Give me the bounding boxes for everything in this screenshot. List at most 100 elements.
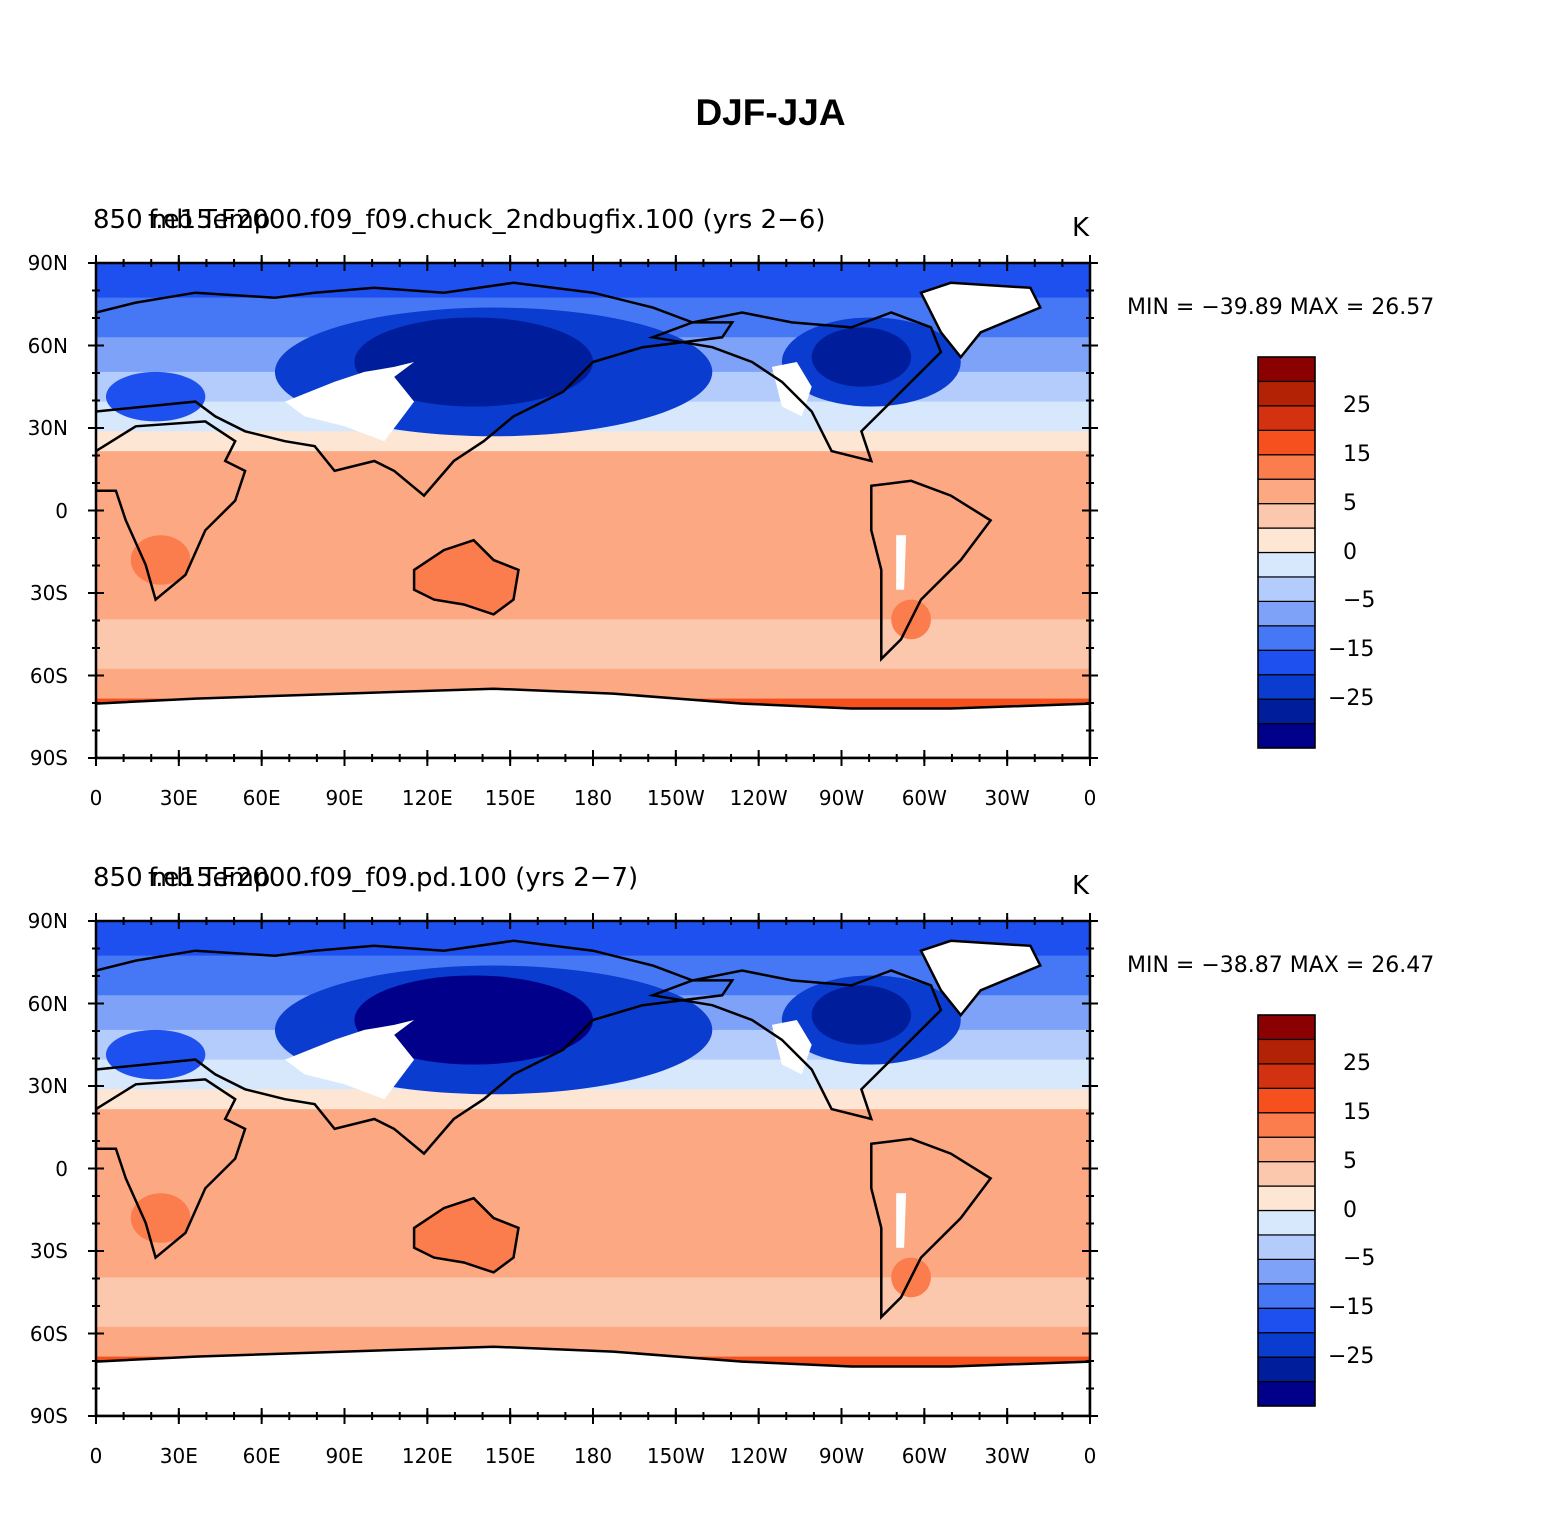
colorbar-tick-label: −5 [1343, 1246, 1376, 1272]
colorbar-box [1257, 600, 1316, 627]
latitude-tick-label: 90S [29, 1404, 68, 1428]
colorbar-box [1257, 380, 1316, 407]
coastline-samerica [870, 1137, 993, 1321]
colorbar-box [1257, 551, 1316, 578]
colorbar-tick-label: 25 [1343, 392, 1371, 418]
longitude-tick-label: 120E [401, 1444, 453, 1468]
colorbar-box [1257, 454, 1316, 480]
coastline-greenland [919, 281, 1043, 360]
latitude-tick-label: 60N [27, 333, 68, 358]
panel-case-title: f.e15.F2000.f09_f09.pd.100 (yrs 2−7) [148, 863, 639, 893]
panel-units: K [1072, 213, 1090, 243]
latitude-tick-label: 90N [27, 909, 68, 933]
longitude-tick-label: 60W [901, 1444, 947, 1468]
colorbar-box [1257, 527, 1316, 554]
colorbar-tick-label: −15 [1328, 1295, 1375, 1321]
axis-ticks [88, 913, 1098, 1424]
map-canvas [88, 913, 1316, 1424]
latitude-tick-label: 0 [55, 498, 68, 523]
longitude-tick-label: 90E [325, 1444, 364, 1468]
longitude-tick-label: 150W [646, 1444, 705, 1468]
longitude-tick-label: 60E [242, 1444, 281, 1468]
longitude-tick-label: 30E [159, 786, 198, 810]
colorbar [1257, 356, 1316, 749]
latitude-tick-label: 60S [29, 1321, 68, 1346]
colorbar-box [1257, 576, 1316, 602]
colorbar-tick-label: 0 [1343, 539, 1357, 565]
longitude-tick-label: 60W [901, 786, 947, 810]
coastline-africa [96, 420, 247, 602]
colorbar-tick-label: 5 [1343, 1148, 1357, 1174]
longitude-tick-label: 150E [484, 786, 536, 810]
colorbar-box [1257, 1356, 1316, 1383]
min-max-label: MIN = −39.89 MAX = 26.57 [1127, 295, 1435, 320]
colorbar [1257, 1014, 1316, 1407]
colorbar-tick-label: −5 [1343, 588, 1376, 614]
colorbar-box [1257, 1307, 1316, 1334]
colorbar-tick-label: −15 [1328, 637, 1375, 663]
colorbar-box [1257, 478, 1316, 505]
colorbar-box [1257, 649, 1316, 676]
colorbar-box [1257, 1161, 1316, 1187]
longitude-tick-label: 0 [89, 786, 103, 810]
colorbar-box [1257, 625, 1316, 651]
temperature-field [96, 263, 1090, 758]
latitude-tick-label: 30S [29, 1239, 68, 1263]
coastline-namerica [647, 311, 943, 463]
colorbar-box [1257, 1234, 1316, 1260]
colorbar-box [1257, 429, 1316, 456]
longitude-tick-label: 150W [646, 786, 705, 810]
coastline-australia [412, 1196, 520, 1274]
latitude-tick-label: 90N [27, 251, 68, 275]
colorbar-box [1257, 1380, 1316, 1407]
longitude-tick-label: 30W [984, 786, 1030, 810]
colorbar-box [1257, 722, 1316, 749]
longitude-tick-label: 0 [89, 1444, 103, 1468]
coastline-australia [412, 538, 520, 616]
longitude-tick-label: 60E [242, 786, 281, 810]
colorbar-box [1257, 1063, 1316, 1089]
colorbar-box [1257, 405, 1316, 431]
longitude-tick-label: 0 [1083, 786, 1097, 810]
colorbar-tick-label: 0 [1343, 1197, 1357, 1223]
colorbar-box [1257, 1209, 1316, 1236]
colorbar-tick-label: 15 [1343, 441, 1371, 467]
colorbar-box [1257, 1087, 1316, 1114]
colorbar-box [1257, 674, 1316, 700]
colorbar-box [1257, 1332, 1316, 1358]
coastline-namerica [647, 969, 943, 1121]
latitude-tick-label: 60N [27, 991, 68, 1016]
colorbar-box [1257, 698, 1316, 725]
colorbar-box [1257, 1038, 1316, 1065]
coastline-africa [96, 1078, 247, 1260]
colorbar-box [1257, 503, 1316, 529]
coastline-antarctica [96, 687, 1090, 758]
min-max-label: MIN = −38.87 MAX = 26.47 [1127, 953, 1435, 978]
colorbar-box [1257, 356, 1316, 383]
longitude-tick-label: 150E [484, 1444, 536, 1468]
coastline-eurasia [96, 281, 735, 498]
map-canvas [88, 255, 1316, 766]
colorbar-box [1257, 1258, 1316, 1285]
axis-ticks [88, 255, 1098, 766]
colorbar-box [1257, 1283, 1316, 1309]
coastline-samerica [870, 479, 993, 663]
longitude-tick-label: 30E [159, 1444, 198, 1468]
longitude-tick-label: 90W [818, 1444, 865, 1468]
latitude-tick-label: 30N [27, 1074, 68, 1098]
colorbar-tick-label: 15 [1343, 1099, 1371, 1125]
figure-title: DJF-JJA [695, 92, 846, 133]
latitude-tick-label: 90S [29, 746, 68, 770]
panel-left-title: 850 mb Temp [93, 205, 271, 235]
latitude-tick-label: 30S [29, 581, 68, 605]
longitude-tick-label: 30W [984, 1444, 1030, 1468]
panel-left-title: 850 mb Temp [93, 863, 271, 893]
longitude-tick-label: 180 [573, 786, 613, 810]
colorbar-box [1257, 1014, 1316, 1041]
longitude-tick-label: 120W [729, 1444, 788, 1468]
map-panel-1: 850 mb Temp f.e15.F2000.f09_f09.chuck_2n… [0, 205, 1541, 825]
latitude-tick-label: 0 [55, 1156, 68, 1181]
colorbar-box [1257, 1185, 1316, 1212]
panel-units: K [1072, 871, 1090, 901]
colorbar-tick-label: −25 [1328, 1344, 1375, 1370]
